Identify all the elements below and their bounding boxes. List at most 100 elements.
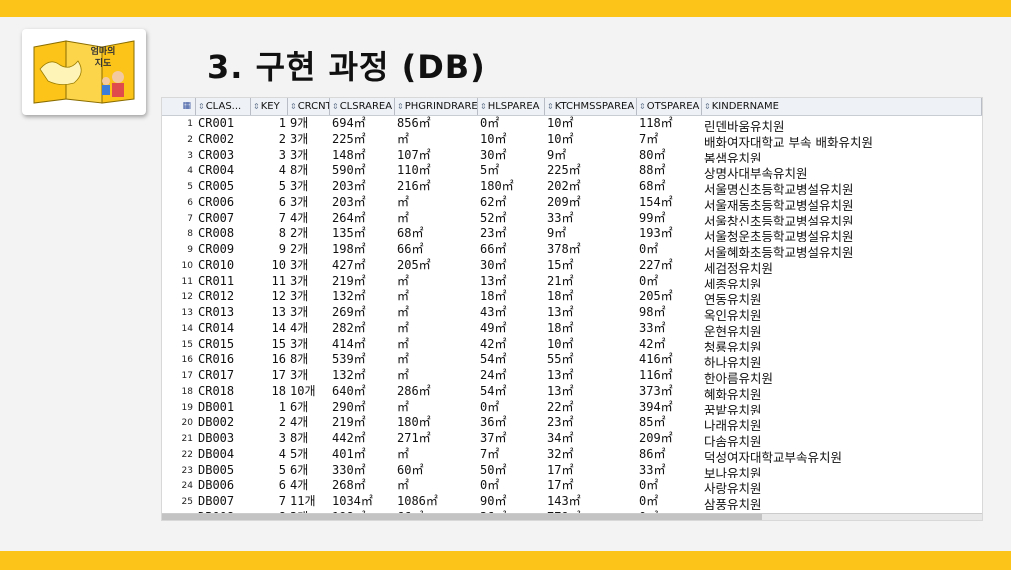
cell-hls[interactable]: 13㎡ — [480, 273, 507, 288]
cell-ots[interactable]: 205㎡ — [639, 289, 673, 304]
cell-name[interactable]: 하나유치원 — [704, 355, 762, 368]
cell-key[interactable]: 3 — [278, 431, 286, 445]
column-header-hlsparea[interactable]: ⇕HLSPAREA — [478, 98, 545, 115]
cell-clas[interactable]: CR008 — [198, 226, 235, 241]
cell-key[interactable]: 7 — [278, 494, 286, 508]
cell-ots[interactable]: 227㎡ — [639, 257, 673, 272]
cell-clas[interactable]: CR017 — [198, 368, 235, 382]
cell-clas[interactable]: DB004 — [198, 446, 235, 461]
column-header-otsparea[interactable]: ⇕OTSPAREA — [637, 98, 702, 115]
cell-key[interactable]: 8 — [278, 226, 286, 241]
cell-ktc[interactable]: 10㎡ — [547, 116, 574, 130]
table-row[interactable]: 3 CR003 3 3개 148㎡ 107㎡ 30㎡ 9㎡ 80㎡ 봄샘유치원 — [162, 148, 982, 164]
cell-clas[interactable]: DB005 — [198, 462, 235, 477]
cell-cls[interactable]: 132㎡ — [332, 289, 366, 304]
cell-name[interactable]: 서울창신초등학교병설유치원 — [704, 213, 854, 227]
cell-phg[interactable]: ㎡ — [397, 352, 410, 367]
table-row[interactable]: 14 CR014 14 4개 282㎡ ㎡ 49㎡ 18㎡ 33㎡ 운현유치원 — [162, 321, 982, 337]
cell-clas[interactable]: CR004 — [198, 163, 235, 178]
cell-phg[interactable]: ㎡ — [397, 320, 410, 335]
cell-hls[interactable]: 0㎡ — [480, 478, 500, 493]
table-row[interactable]: 1 CR001 1 9개 694㎡ 856㎡ 0㎡ 10㎡ 118㎡ 린덴바움유치원 — [162, 116, 982, 132]
cell-clas[interactable]: CR013 — [198, 305, 235, 319]
cell-crcnt[interactable]: 3개 — [290, 194, 309, 209]
cell-phg[interactable]: 107㎡ — [397, 147, 431, 162]
cell-clas[interactable]: DB006 — [198, 478, 235, 493]
cell-key[interactable]: 1 — [278, 399, 286, 414]
cell-crcnt[interactable]: 4개 — [290, 210, 309, 225]
cell-phg[interactable]: 205㎡ — [397, 257, 431, 272]
cell-ktc[interactable]: 18㎡ — [547, 289, 574, 304]
horizontal-scrollbar[interactable] — [162, 513, 982, 520]
cell-ots[interactable]: 33㎡ — [639, 462, 666, 477]
cell-cls[interactable]: 1034㎡ — [332, 494, 373, 508]
cell-name[interactable]: 다솜유치원 — [704, 434, 762, 447]
cell-hls[interactable]: 0㎡ — [480, 116, 500, 130]
cell-phg[interactable]: 1086㎡ — [397, 494, 438, 508]
cell-name[interactable]: 린덴바움유치원 — [704, 119, 785, 132]
cell-ots[interactable]: 116㎡ — [639, 368, 673, 382]
cell-key[interactable]: 6 — [278, 194, 286, 209]
cell-phg[interactable]: ㎡ — [397, 273, 410, 288]
cell-clas[interactable]: CR010 — [198, 257, 235, 272]
cell-ots[interactable]: 416㎡ — [639, 352, 673, 367]
cell-ots[interactable]: 98㎡ — [639, 305, 666, 319]
cell-name[interactable]: 운현유치원 — [704, 323, 762, 337]
cell-name[interactable]: 옥인유치원 — [704, 308, 762, 321]
cell-phg[interactable]: ㎡ — [397, 131, 410, 146]
cell-cls[interactable]: 694㎡ — [332, 116, 366, 130]
cell-hls[interactable]: 54㎡ — [480, 383, 507, 398]
cell-crcnt[interactable]: 3개 — [290, 147, 309, 162]
cell-phg[interactable]: 271㎡ — [397, 431, 431, 445]
cell-key[interactable]: 7 — [278, 210, 286, 225]
cell-phg[interactable]: ㎡ — [397, 336, 410, 351]
cell-crcnt[interactable]: 5개 — [290, 446, 309, 461]
cell-ktc[interactable]: 21㎡ — [547, 273, 574, 288]
cell-crcnt[interactable]: 2개 — [290, 242, 309, 256]
cell-phg[interactable]: 60㎡ — [397, 462, 424, 477]
column-header-ktchmssparea[interactable]: ⇕KTCHMSSPAREA — [545, 98, 637, 115]
cell-ktc[interactable]: 15㎡ — [547, 257, 574, 272]
table-row[interactable]: 20 DB002 2 4개 219㎡ 180㎡ 36㎡ 23㎡ 85㎡ 나래유치원 — [162, 415, 982, 431]
cell-phg[interactable]: ㎡ — [397, 305, 410, 319]
cell-cls[interactable]: 219㎡ — [332, 273, 366, 288]
table-row[interactable]: 19 DB001 1 6개 290㎡ ㎡ 0㎡ 22㎡ 394㎡ 꿈밭유치원 — [162, 400, 982, 416]
cell-key[interactable]: 6 — [278, 478, 286, 493]
cell-ots[interactable]: 99㎡ — [639, 210, 666, 225]
cell-ots[interactable]: 0㎡ — [639, 273, 659, 288]
cell-cls[interactable]: 148㎡ — [332, 147, 366, 162]
cell-crcnt[interactable]: 4개 — [290, 415, 309, 430]
cell-ktc[interactable]: 10㎡ — [547, 131, 574, 146]
cell-key[interactable]: 14 — [271, 320, 286, 335]
cell-clas[interactable]: DB002 — [198, 415, 235, 430]
cell-key[interactable]: 10 — [271, 257, 286, 272]
cell-crcnt[interactable]: 3개 — [290, 131, 309, 146]
cell-hls[interactable]: 180㎡ — [480, 179, 514, 193]
cell-crcnt[interactable]: 8개 — [290, 352, 309, 367]
cell-clas[interactable]: CR015 — [198, 336, 235, 351]
cell-name[interactable]: 덕성여자대학교부속유치원 — [704, 449, 843, 463]
cell-cls[interactable]: 427㎡ — [332, 257, 366, 272]
table-row[interactable]: 8 CR008 8 2개 135㎡ 68㎡ 23㎡ 9㎡ 193㎡ 서울청운초등학교병설유치원 — [162, 226, 982, 242]
cell-phg[interactable]: ㎡ — [397, 478, 410, 493]
cell-name[interactable]: 혜화유치원 — [704, 386, 762, 400]
cell-ots[interactable]: 85㎡ — [639, 415, 666, 430]
cell-ots[interactable]: 0㎡ — [639, 478, 659, 493]
cell-cls[interactable]: 219㎡ — [332, 415, 366, 430]
cell-crcnt[interactable]: 11개 — [290, 494, 316, 508]
cell-crcnt[interactable]: 3개 — [290, 336, 309, 351]
cell-clas[interactable]: DB007 — [198, 494, 235, 508]
cell-hls[interactable]: 7㎡ — [480, 446, 500, 461]
cell-phg[interactable]: 110㎡ — [397, 163, 431, 178]
cell-name[interactable]: 서울혜화초등학교병설유치원 — [704, 245, 854, 258]
query-result-grid[interactable]: ▦ ⇕CLAS... ⇕KEY ⇕CRCNT ⇕CLSRAREA ⇕PHGRIN… — [161, 97, 983, 521]
cell-name[interactable]: 봄샘유치원 — [704, 150, 762, 164]
cell-crcnt[interactable]: 8개 — [290, 431, 309, 445]
cell-clas[interactable]: CR018 — [198, 383, 235, 398]
cell-clas[interactable]: CR016 — [198, 352, 235, 367]
table-row[interactable]: 11 CR011 11 3개 219㎡ ㎡ 13㎡ 21㎡ 0㎡ 세종유치원 — [162, 274, 982, 290]
cell-ots[interactable]: 88㎡ — [639, 163, 666, 178]
cell-clas[interactable]: CR005 — [198, 179, 235, 193]
cell-name[interactable]: 상명사대부속유치원 — [704, 166, 808, 179]
cell-crcnt[interactable]: 3개 — [290, 179, 309, 193]
